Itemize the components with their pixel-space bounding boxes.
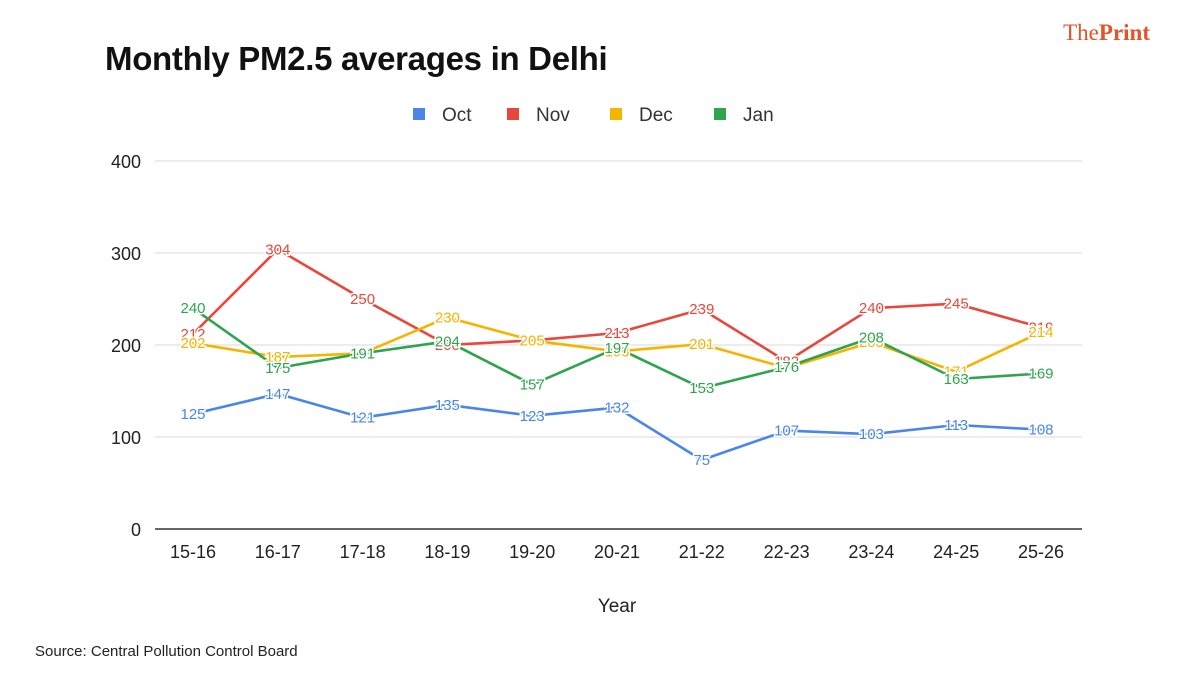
legend-label: Nov [536,105,570,126]
legend-label: Dec [639,105,673,126]
brand-logo: ThePrint [1063,20,1150,46]
data-label: 201 [689,336,714,353]
data-label: 191 [350,345,375,362]
brand-logo-part2: Print [1098,20,1150,45]
source-note: Source: Central Pollution Control Board [35,643,298,660]
y-tick-label: 100 [111,428,141,448]
data-label: 213 [604,325,629,342]
data-label: 103 [859,426,884,443]
x-tick-label: 25-26 [1018,542,1064,562]
data-label: 132 [604,400,629,417]
x-tick-label: 20-21 [594,542,640,562]
data-label: 230 [435,309,460,326]
data-label: 205 [520,332,545,349]
data-label: 204 [435,333,460,350]
data-label: 245 [944,296,969,313]
x-tick-label: 15-16 [170,542,216,562]
data-label: 135 [435,397,460,414]
data-label: 108 [1028,422,1053,439]
data-label: 240 [859,300,884,317]
x-tick-label: 23-24 [848,542,894,562]
data-label: 208 [859,330,884,347]
x-tick-label: 17-18 [340,542,386,562]
data-label: 107 [774,423,799,440]
data-label: 175 [774,360,799,377]
data-label: 187 [265,349,290,366]
data-label: 176 [774,359,799,376]
data-label: 200 [435,337,460,354]
data-label: 157 [520,377,545,394]
legend-swatch [610,108,622,120]
data-label: 171 [944,364,969,381]
data-label: 197 [604,340,629,357]
data-label: 175 [265,360,290,377]
x-tick-label: 16-17 [255,542,301,562]
legend-swatch [714,108,726,120]
data-label: 169 [1028,366,1053,383]
data-label: 121 [350,410,375,427]
data-label: 113 [944,417,968,434]
x-tick-label: 22-23 [764,542,810,562]
series-line-jan [191,306,1043,390]
x-tick-label: 18-19 [424,542,470,562]
data-label: 123 [520,408,545,425]
data-label: 75 [693,452,710,469]
data-label: 203 [859,334,884,351]
data-label: 202 [180,335,205,352]
series-line-nov [191,248,1043,363]
data-label: 219 [1028,320,1053,337]
data-label: 191 [350,345,375,362]
chart-title: Monthly PM2.5 averages in Delhi [105,40,608,77]
data-label: 153 [689,380,714,397]
y-tick-label: 0 [131,520,141,540]
series-line-oct [191,392,1043,462]
data-label: 212 [180,326,205,343]
brand-logo-part1: The [1063,20,1099,45]
data-label: 214 [1028,324,1053,341]
data-label: 193 [604,343,629,360]
y-tick-label: 300 [111,244,141,264]
data-label: 163 [944,371,969,388]
x-tick-label: 19-20 [509,542,555,562]
y-tick-label: 200 [111,336,141,356]
data-label: 304 [265,241,290,258]
data-label: 250 [350,291,375,308]
data-label: 125 [180,406,205,423]
x-tick-label: 24-25 [933,542,979,562]
data-label: 205 [520,332,545,349]
x-tick-label: 21-22 [679,542,725,562]
legend-swatch [413,108,425,120]
data-label: 239 [689,301,714,318]
data-label: 240 [180,300,205,317]
data-label: 147 [265,386,290,403]
data-label: 182 [774,354,799,371]
legend-swatch [507,108,519,120]
x-axis-label: Year [598,596,637,617]
legend-label: Oct [442,105,472,126]
legend-label: Jan [743,105,774,126]
y-tick-label: 400 [111,152,141,172]
